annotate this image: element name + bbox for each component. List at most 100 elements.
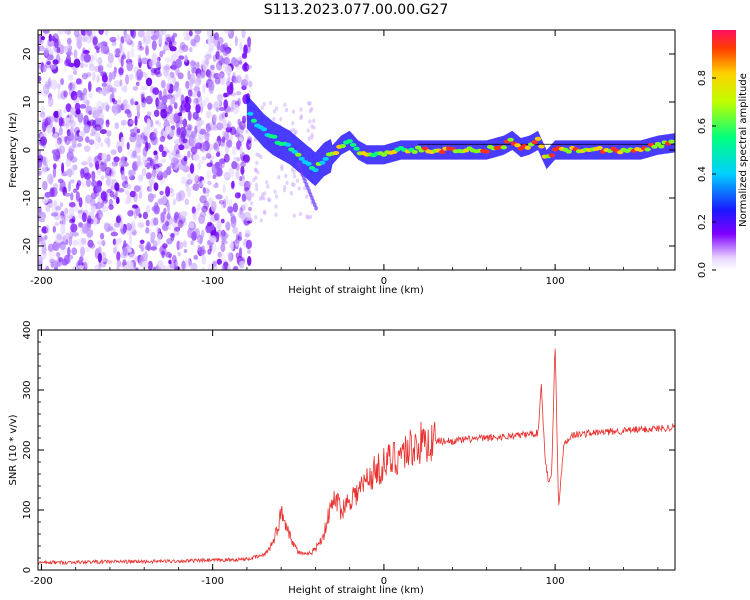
spectrogram-noise-mark <box>68 145 75 154</box>
spectrogram-ridge-mark <box>596 146 603 150</box>
spectrogram-noise-mark <box>215 140 223 145</box>
spectrogram-ridge-mark <box>524 145 531 150</box>
snr-x-tick-label: 0 <box>381 576 387 587</box>
spectrogram-noise-mark <box>159 50 164 58</box>
spectrogram-noise-mark <box>142 155 146 167</box>
spectrogram-noise-mark <box>68 120 77 128</box>
spectrogram-noise-mark <box>185 80 190 89</box>
spectrogram-noise-mark <box>72 188 78 193</box>
spectrogram-noise-mark <box>201 179 206 185</box>
spectrogram-noise-mark <box>185 133 189 139</box>
spectrogram-noise-mark <box>284 107 289 113</box>
spectrogram-noise-mark <box>140 85 148 91</box>
spectrogram-noise-mark <box>212 260 217 267</box>
spectrogram-noise-mark <box>222 118 227 130</box>
spectrogram-noise-mark <box>272 117 276 122</box>
spectrogram-noise-mark <box>101 240 106 246</box>
spectrogram-noise-mark <box>128 73 134 81</box>
spectrogram-noise-mark <box>222 184 226 193</box>
spectrogram-noise-mark <box>196 61 200 69</box>
spectrogram-noise-mark <box>129 175 136 181</box>
spectrogram-noise-mark <box>170 232 175 242</box>
spectrogram-noise-mark <box>174 58 182 69</box>
spectrogram-noise-mark <box>153 150 158 156</box>
spectrogram-noise-mark <box>174 91 179 100</box>
spectrogram-noise-mark <box>64 136 71 146</box>
spectrogram-noise-mark <box>111 98 116 103</box>
spectrogram-noise-mark <box>74 102 81 111</box>
spectrogram-noise-mark <box>45 265 50 270</box>
spectrogram-noise-mark <box>132 204 139 209</box>
spectrogram-noise-mark <box>113 247 117 254</box>
spectrogram-noise-mark <box>53 163 57 170</box>
spectrogram-noise-mark <box>93 65 101 73</box>
spectrogram-noise-mark <box>43 47 49 56</box>
spectrogram-noise-mark <box>118 104 122 113</box>
spectrogram-noise-mark <box>60 78 64 86</box>
spectrogram-noise-mark <box>199 70 206 79</box>
spectrogram-noise-mark <box>149 119 154 128</box>
spectrogram-noise-mark <box>97 117 104 126</box>
spectrogram-noise-mark <box>231 161 238 170</box>
spectrogram-noise-mark <box>167 115 172 120</box>
spectrogram-noise-mark <box>130 98 134 106</box>
spectrogram-noise-mark <box>83 172 92 180</box>
spectrogram-noise-mark <box>82 49 90 55</box>
spectrogram-noise-mark <box>241 193 247 202</box>
spectrogram-noise-mark <box>106 130 112 137</box>
spectrogram-noise-mark <box>134 142 140 150</box>
spectrogram-noise-mark <box>220 218 225 224</box>
spectrogram-noise-mark <box>85 105 92 113</box>
spectrogram-noise-mark <box>150 93 156 99</box>
spectrogram-noise-mark <box>85 136 90 143</box>
spectrogram-noise-mark <box>53 133 59 139</box>
spectrogram-noise-mark <box>80 52 86 62</box>
spectrogram-noise-mark <box>63 68 67 73</box>
spectrogram-noise-mark <box>218 75 226 86</box>
spectrogram-noise-mark <box>113 80 121 88</box>
spectrogram-noise-mark <box>98 260 102 270</box>
spectrogram-noise-mark <box>178 112 183 117</box>
spectrogram-noise-mark <box>137 174 143 183</box>
spectrogram-noise-mark <box>210 200 217 212</box>
spectrogram-noise-mark <box>76 90 83 98</box>
spectrogram-noise-mark <box>191 173 199 183</box>
spectrogram-noise-mark <box>174 138 181 145</box>
spectrogram-noise-mark <box>177 251 181 257</box>
spectrogram-noise-mark <box>110 149 117 156</box>
spectrogram-noise-mark <box>134 143 142 154</box>
spectrogram-noise-mark <box>196 73 202 84</box>
spectrogram-noise-mark <box>218 200 225 205</box>
spectrogram-noise-mark <box>218 55 224 66</box>
spectrogram-noise-mark <box>82 88 88 96</box>
spectrogram-noise-mark <box>210 64 215 71</box>
spectrogram-noise-mark <box>92 110 100 119</box>
snr-y-axis-label: SNR (10 * v/v) <box>8 414 19 485</box>
spectrogram-noise-mark <box>58 145 66 154</box>
spectrogram-noise-mark <box>81 238 87 245</box>
spectrogram-noise-mark <box>268 198 272 203</box>
colorbar-tick-label: 0.6 <box>697 118 708 134</box>
spectrogram-noise-mark <box>201 254 207 265</box>
spectrogram-noise-mark <box>129 223 137 232</box>
spectrogram-noise-mark <box>219 71 225 79</box>
spectrogram-noise-mark <box>73 49 78 59</box>
spectrogram-noise-mark <box>141 57 149 65</box>
spectrogram-noise-mark <box>240 166 245 175</box>
spectrogram-noise-mark <box>207 262 213 270</box>
spectrogram-noise-mark <box>143 126 151 137</box>
spectrogram-noise-mark <box>285 180 289 186</box>
spectrogram-noise-mark <box>212 174 217 179</box>
spectrogram-noise-mark <box>217 101 222 106</box>
spectrogram-noise-mark <box>206 30 213 38</box>
spectrogram-noise-mark <box>188 30 193 37</box>
spectrogram-noise-mark <box>120 56 124 68</box>
spectrogram-noise-mark <box>173 226 180 236</box>
spectrogram-noise-mark <box>125 184 132 190</box>
spectrogram-noise-mark <box>106 154 111 162</box>
spectrogram-y-tick-label: 0 <box>22 147 33 153</box>
spectrogram-noise-mark <box>194 174 201 182</box>
spectrogram-noise-mark <box>42 30 50 34</box>
spectrogram-ridge-mark <box>271 134 278 139</box>
